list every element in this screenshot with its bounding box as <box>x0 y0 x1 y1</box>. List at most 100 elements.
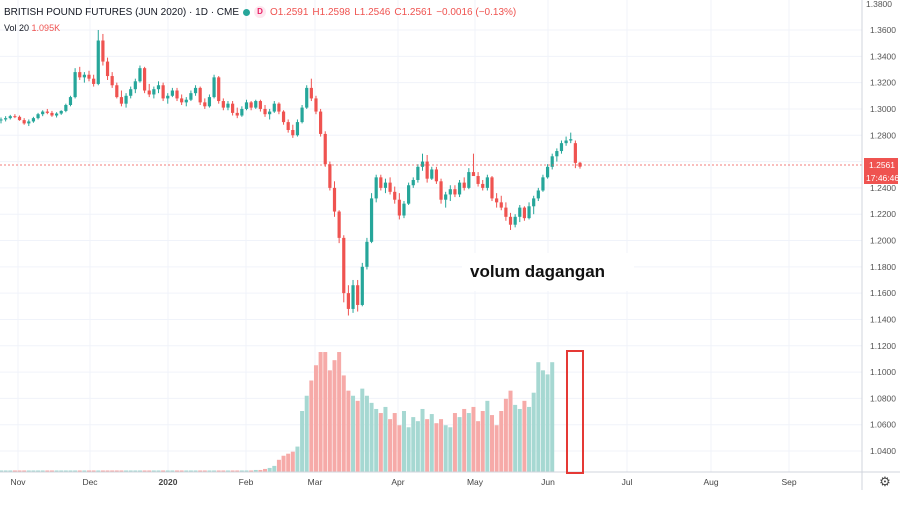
volume-bar <box>494 425 499 472</box>
candle-body <box>300 107 304 123</box>
volume-bar <box>489 415 494 472</box>
volume-bar <box>364 395 369 472</box>
price-tick-label: 1.0800 <box>870 393 896 403</box>
candle-body <box>291 129 295 136</box>
volume-bar <box>142 470 147 472</box>
annotation-box <box>462 253 634 291</box>
volume-bar <box>295 446 300 472</box>
candle-body <box>467 172 471 188</box>
price-tick-label: 1.2800 <box>870 130 896 140</box>
ohlc-high: H1.2598 <box>312 6 351 18</box>
candle-body <box>189 93 193 100</box>
volume-legend[interactable]: Vol 20 1.095K <box>4 23 60 33</box>
grid <box>0 0 862 472</box>
candles <box>0 30 582 316</box>
volume-bar <box>406 427 411 472</box>
volume-bar <box>54 470 59 472</box>
volume-bar <box>82 470 87 472</box>
volume-bar <box>124 470 129 472</box>
price-tick-label: 1.2000 <box>870 236 896 246</box>
volume-bar <box>383 406 388 472</box>
volume-bar <box>471 406 476 472</box>
candle-body <box>4 118 8 120</box>
time-tick-label: Nov <box>10 477 26 487</box>
candle-body <box>147 90 151 95</box>
candle-body <box>420 161 425 167</box>
candle-body <box>430 169 434 179</box>
candle-body <box>522 207 527 219</box>
candle-body <box>92 78 96 84</box>
candle-body <box>379 177 383 188</box>
candle-body <box>193 87 198 94</box>
candle-body <box>383 182 388 188</box>
candle-body <box>138 68 142 82</box>
volume-bar <box>485 400 490 472</box>
candle-body <box>175 90 179 99</box>
volume-bar <box>337 352 342 472</box>
volume-bar <box>439 419 444 472</box>
volume-bar <box>411 417 416 472</box>
volume-bar <box>346 390 351 472</box>
time-tick-label: Sep <box>781 477 796 487</box>
price-badge-price: 1.2561 <box>869 160 895 170</box>
time-axis[interactable]: Nov Dec 2020 Feb Mar Apr May Jun Jul Aug Sep <box>10 477 796 487</box>
time-tick-label: Mar <box>308 477 323 487</box>
volume-bar <box>151 470 156 472</box>
candle-body <box>8 116 12 119</box>
volume-bar <box>3 470 8 472</box>
volume-bar <box>420 408 425 472</box>
candle-body <box>573 143 577 163</box>
candle-body <box>272 103 276 112</box>
volume-value: 1.095K <box>31 23 61 33</box>
volume-bar <box>531 392 536 472</box>
volume-bar <box>304 395 309 472</box>
candle-body <box>64 104 68 111</box>
volume-bar <box>466 413 471 472</box>
volume-bar <box>448 427 453 472</box>
time-tick-label: Aug <box>703 477 718 487</box>
volume-bar <box>128 470 133 472</box>
volume-bar <box>503 398 508 472</box>
volume-bar <box>137 470 142 472</box>
candle-body <box>508 216 513 225</box>
volume-bar <box>184 470 189 472</box>
candle-body <box>448 189 452 195</box>
candle-body <box>231 103 235 113</box>
volume-bar <box>100 470 105 472</box>
volume-bar <box>318 352 323 472</box>
price-tick-label: 1.0400 <box>870 446 896 456</box>
candle-body <box>78 72 82 78</box>
candle-body <box>240 108 244 116</box>
volume-bar <box>263 468 268 472</box>
candle-body <box>54 113 59 116</box>
candle-body <box>504 207 508 217</box>
candle-body <box>356 285 360 305</box>
candle-body <box>82 74 86 78</box>
volume-bar <box>31 470 36 472</box>
volume-bar <box>360 388 365 472</box>
volume-bar <box>133 470 138 472</box>
volume-bar <box>230 470 235 472</box>
candle-body <box>17 116 22 121</box>
volume-bars <box>0 352 555 472</box>
candle-body <box>263 108 267 115</box>
volume-bar <box>425 419 430 472</box>
candle-body <box>305 87 309 108</box>
candle-body <box>31 118 36 122</box>
candle-body <box>184 99 188 103</box>
candle-body <box>268 111 272 115</box>
candle-body <box>545 166 550 178</box>
candle-body <box>235 112 239 116</box>
candle-body <box>119 97 124 104</box>
symbol-legend[interactable]: BRITISH POUND FUTURES (JUN 2020) · 1D · … <box>4 6 516 18</box>
candle-body <box>73 72 77 98</box>
volume-bar <box>323 352 328 472</box>
candle-body <box>207 97 212 107</box>
gear-icon[interactable]: ⚙ <box>879 474 891 489</box>
candle-body <box>388 182 392 192</box>
volume-bar <box>550 362 555 472</box>
candle-body <box>550 156 554 167</box>
price-tick-label: 1.3600 <box>870 25 896 35</box>
price-axis[interactable]: 1.38001.36001.34001.32001.30001.28001.26… <box>866 0 896 456</box>
